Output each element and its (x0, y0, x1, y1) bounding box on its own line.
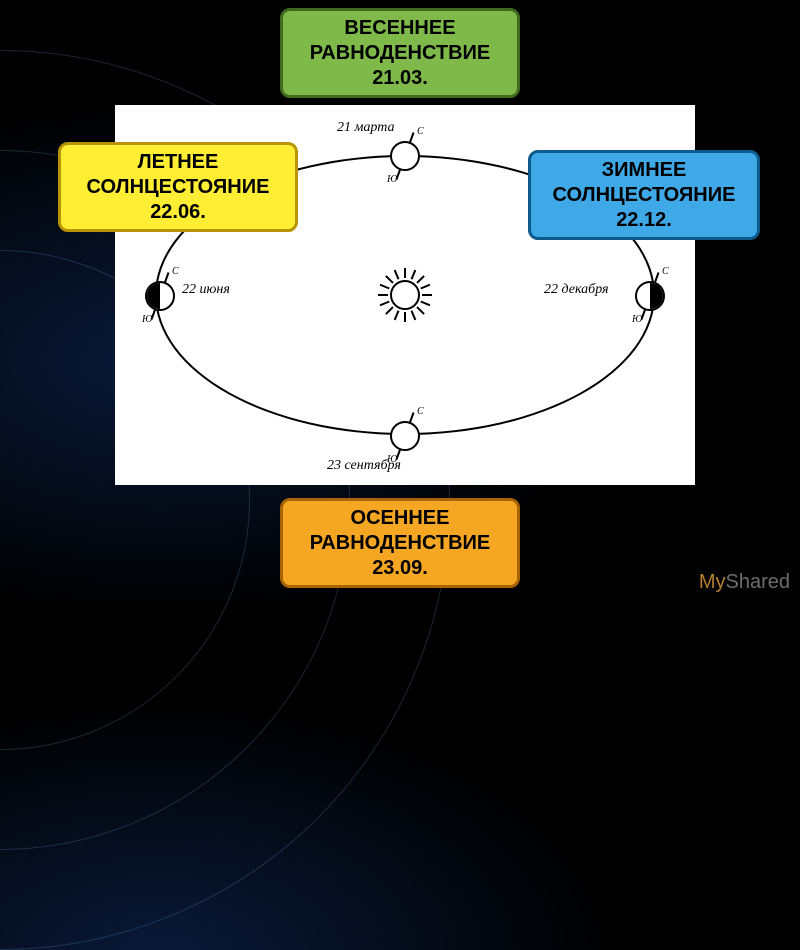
label-winter-line2: СОЛНЦЕСТОЯНИЕ (531, 183, 757, 208)
label-autumn-line2: РАВНОДЕНСТВИЕ (283, 531, 517, 556)
watermark-prefix: My (699, 571, 726, 593)
pole-north: С (417, 406, 424, 417)
earth-top: С Ю (387, 138, 423, 174)
date-left: 22 июня (182, 282, 230, 298)
watermark: MyShared (699, 571, 790, 594)
pole-north: С (662, 266, 669, 277)
label-spring-line3: 21.03. (283, 66, 517, 91)
earth-right: С Ю (632, 278, 668, 314)
date-right: 22 декабря (544, 282, 609, 298)
label-spring-equinox: ВЕСЕННЕЕ РАВНОДЕНСТВИЕ 21.03. (280, 8, 520, 98)
pole-south: Ю (387, 174, 397, 185)
label-autumn-line1: ОСЕННЕЕ (283, 506, 517, 531)
pole-north: С (417, 126, 424, 137)
earth-bottom: С Ю (387, 418, 423, 454)
pole-south: Ю (142, 314, 152, 325)
label-spring-line2: РАВНОДЕНСТВИЕ (283, 41, 517, 66)
date-top: 21 марта (337, 120, 395, 136)
sun-core (390, 280, 420, 310)
sun-icon (380, 270, 430, 320)
earth-globe (390, 141, 420, 171)
label-summer-line3: 22.06. (61, 200, 295, 225)
earth-globe (390, 421, 420, 451)
pole-north: С (172, 266, 179, 277)
label-winter-line3: 22.12. (531, 208, 757, 233)
label-summer-line2: СОЛНЦЕСТОЯНИЕ (61, 175, 295, 200)
earth-globe (145, 281, 175, 311)
label-winter-line1: ЗИМНЕЕ (531, 158, 757, 183)
label-summer-solstice: ЛЕТНЕЕ СОЛНЦЕСТОЯНИЕ 22.06. (58, 142, 298, 232)
watermark-suffix: Shared (726, 571, 791, 593)
earth-globe (635, 281, 665, 311)
earth-left: С Ю (142, 278, 178, 314)
label-summer-line1: ЛЕТНЕЕ (61, 150, 295, 175)
label-autumn-line3: 23.09. (283, 556, 517, 581)
pole-south: Ю (632, 314, 642, 325)
date-bottom: 23 сентября (327, 458, 401, 474)
label-winter-solstice: ЗИМНЕЕ СОЛНЦЕСТОЯНИЕ 22.12. (528, 150, 760, 240)
label-spring-line1: ВЕСЕННЕЕ (283, 16, 517, 41)
label-autumn-equinox: ОСЕННЕЕ РАВНОДЕНСТВИЕ 23.09. (280, 498, 520, 588)
